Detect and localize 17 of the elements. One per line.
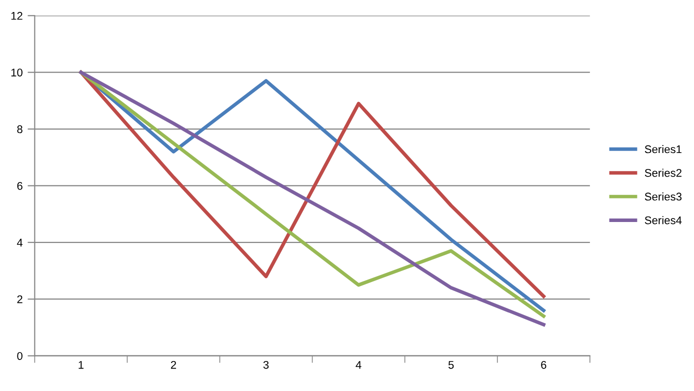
x-tick-label: 5 xyxy=(448,361,454,369)
x-tick-label: 6 xyxy=(541,360,546,369)
legend-label: Series3 xyxy=(644,192,682,201)
legend-label: Series4 xyxy=(644,216,682,224)
y-tick-label: 2 xyxy=(17,295,22,304)
y-tick-label: 0 xyxy=(17,352,22,360)
x-tick-label: 1 xyxy=(78,361,84,369)
y-tick-label: 4 xyxy=(16,238,23,246)
x-tick-label: 3 xyxy=(263,360,269,369)
y-tick-label: 12 xyxy=(11,12,22,20)
y-tick-label: 6 xyxy=(17,182,22,190)
legend-label: Series2 xyxy=(644,168,682,177)
x-tick-label: 4 xyxy=(356,361,362,369)
x-tick-label: 2 xyxy=(170,360,176,369)
y-tick-label: 8 xyxy=(17,125,22,134)
legend-label: Series1 xyxy=(644,145,682,154)
y-tick-label: 10 xyxy=(11,68,22,76)
